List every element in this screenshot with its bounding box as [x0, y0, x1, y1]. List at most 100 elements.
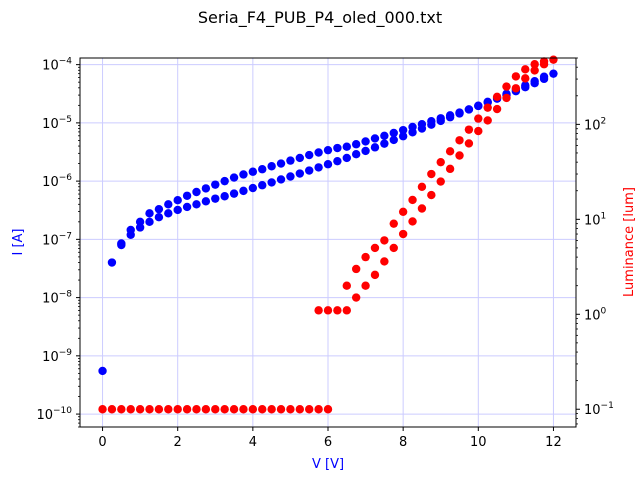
current-point [154, 213, 164, 222]
current-point [145, 217, 154, 227]
luminance-point [276, 405, 286, 414]
current-point [248, 167, 258, 176]
luminance-point [398, 229, 408, 239]
current-point [145, 209, 154, 218]
current-point [464, 105, 474, 114]
current-point [98, 366, 107, 376]
current-point [220, 176, 229, 186]
luminance-point [436, 157, 445, 167]
y-axis-right-label: Luminance [lum] [622, 187, 637, 297]
current-point [192, 200, 201, 209]
current-point [154, 204, 164, 214]
luminance-point [521, 74, 530, 83]
x-tick-label: 12 [545, 435, 562, 450]
luminance-point [351, 264, 361, 274]
luminance-point [492, 92, 502, 102]
luminance-point [455, 136, 464, 145]
current-point [126, 230, 135, 239]
y-tick-label: 10−4 [42, 57, 72, 74]
luminance-point [182, 405, 192, 414]
x-tick-label: 8 [399, 435, 407, 450]
current-point [201, 184, 211, 193]
current-point [164, 209, 173, 218]
current-point [107, 258, 117, 267]
luminance-point [351, 293, 361, 302]
luminance-point [370, 243, 380, 253]
y-tick-label: 10−9 [42, 348, 72, 365]
luminance-point [464, 125, 474, 134]
current-point [258, 181, 267, 190]
luminance-point [408, 195, 417, 205]
current-point [333, 143, 342, 153]
y-tick-label: 101 [584, 211, 606, 228]
current-point [182, 202, 192, 212]
luminance-point [539, 60, 549, 69]
chart-title: Seria_F4_PUB_P4_oled_000.txt [198, 8, 442, 28]
current-point [389, 128, 398, 138]
current-point [239, 170, 248, 179]
current-point [361, 146, 370, 156]
luminance-point [145, 405, 154, 414]
luminance-point [408, 217, 417, 226]
luminance-series [98, 55, 558, 414]
luminance-point [380, 236, 389, 245]
luminance-point [445, 147, 455, 156]
x-axis-label: V [V] [312, 457, 344, 472]
current-point [445, 113, 455, 122]
current-point [229, 173, 239, 182]
luminance-point [258, 405, 267, 414]
luminance-point [323, 306, 333, 315]
current-point [521, 81, 530, 90]
x-tick-label: 10 [470, 435, 487, 450]
luminance-point [211, 405, 220, 414]
current-point [474, 101, 483, 110]
current-point [286, 172, 295, 181]
current-point [258, 165, 267, 174]
y-axis-left-label: I [A] [11, 228, 26, 255]
luminance-point [380, 257, 389, 266]
luminance-point [511, 84, 521, 93]
current-point [239, 186, 248, 196]
luminance-point [530, 60, 539, 69]
luminance-point [239, 405, 248, 414]
current-point [455, 109, 464, 118]
current-point [389, 135, 398, 145]
x-tick-label: 6 [324, 435, 332, 450]
luminance-point [135, 405, 145, 414]
y-tick-label: 100 [584, 306, 607, 323]
current-point [211, 180, 220, 189]
y-axis-left: 10−10 10−9 10−8 10−7 10−6 10−5 10−4 [36, 57, 80, 428]
current-point [370, 143, 380, 152]
luminance-point [333, 306, 342, 315]
current-point [276, 159, 286, 168]
luminance-point [267, 405, 276, 414]
y-tick-label: 10−10 [36, 406, 72, 423]
luminance-point [361, 281, 370, 290]
luminance-point [314, 405, 323, 414]
current-point [135, 223, 145, 232]
luminance-point [342, 306, 351, 315]
current-point [549, 69, 558, 78]
luminance-point [502, 93, 511, 103]
current-point [333, 156, 342, 166]
luminance-point [455, 151, 464, 160]
current-point [342, 153, 351, 163]
luminance-point [154, 405, 164, 414]
luminance-point [474, 114, 483, 123]
luminance-point [117, 405, 126, 414]
y-tick-label: 10−1 [584, 401, 614, 418]
current-point [483, 97, 492, 107]
luminance-point [492, 104, 502, 114]
luminance-point [295, 405, 305, 414]
luminance-point [286, 405, 295, 414]
current-point [117, 240, 126, 250]
grid [80, 58, 576, 427]
current-point [295, 169, 305, 178]
x-axis: 0 2 4 6 8 10 12 [98, 427, 562, 450]
current-point [305, 150, 314, 160]
current-point [398, 132, 408, 141]
luminance-point [398, 207, 408, 217]
current-point [417, 124, 427, 133]
luminance-point [389, 243, 398, 253]
